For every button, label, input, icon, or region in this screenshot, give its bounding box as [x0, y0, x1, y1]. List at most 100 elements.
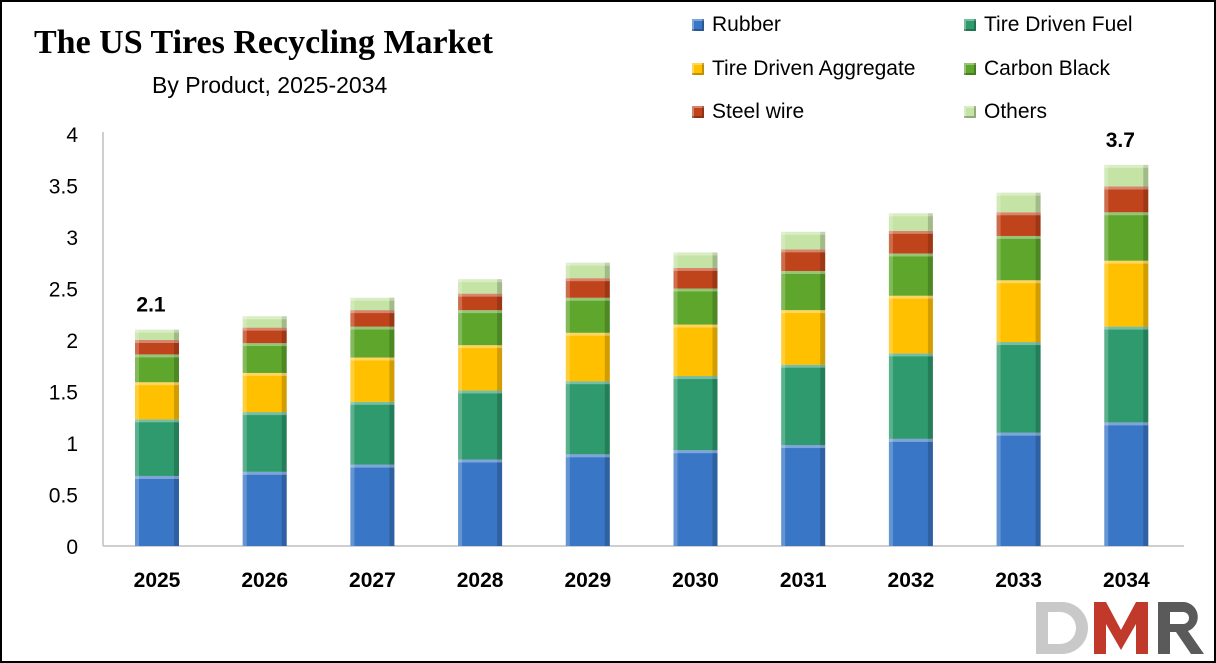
bar-segment-others-2034 — [1104, 164, 1149, 187]
bar-segment-tire-driven-fuel-2032 — [888, 353, 933, 439]
bar-highlight-2028 — [458, 279, 463, 294]
bar-shadow-2026 — [281, 471, 287, 546]
bar-shadow-2027 — [389, 310, 395, 327]
bar-highlight-2027 — [350, 401, 355, 465]
bar-highlight-2025 — [135, 340, 139, 355]
legend-label: Rubber — [712, 13, 781, 36]
y-tick-label: 0 — [66, 536, 78, 559]
legend-swatch — [964, 63, 976, 75]
bar-highlight-2031 — [781, 364, 786, 446]
bar-top-edge-2028 — [458, 293, 503, 297]
bar-top-edge-2033 — [996, 235, 1041, 239]
bar-shadow-2030 — [712, 450, 718, 546]
bar-top-edge-2032 — [888, 438, 933, 442]
bar-top-edge-2027 — [350, 326, 395, 330]
bar-top-edge-2025 — [135, 329, 179, 333]
bar-shadow-2026 — [281, 412, 287, 472]
bar-top-edge-2026 — [242, 327, 287, 331]
legend-swatch — [692, 106, 704, 118]
bar-shadow-2030 — [712, 324, 718, 377]
bar-shadow-2031 — [820, 249, 826, 271]
bar-shadow-2025 — [174, 419, 179, 476]
bar-shadow-2031 — [820, 231, 826, 250]
bar-shadow-2034 — [1143, 422, 1149, 546]
bar-shadow-2027 — [389, 357, 395, 402]
bar-highlight-2030 — [673, 376, 678, 451]
bar-segment-tire-driven-aggregate-2034 — [1104, 260, 1149, 327]
legend-swatch — [964, 106, 976, 118]
bar-shadow-2032 — [927, 353, 933, 439]
bar-shadow-2029 — [604, 262, 610, 279]
total-label-2025: 2.1 — [136, 294, 166, 317]
bar-top-edge-2032 — [888, 353, 933, 357]
legend-label: Carbon Black — [984, 57, 1111, 80]
bar-highlight-2034 — [1104, 212, 1109, 261]
bar-shadow-2028 — [497, 310, 503, 346]
bar-segment-carbon-black-2026 — [242, 343, 287, 373]
legend-item-tire-driven-aggregate: Tire Driven Aggregate — [692, 57, 916, 81]
bar-highlight-2026 — [242, 412, 247, 472]
bar-shadow-2029 — [604, 454, 610, 546]
bar-top-edge-2025 — [135, 475, 179, 479]
bar-highlight-2025 — [135, 419, 139, 476]
legend-label: Tire Driven Aggregate — [712, 57, 916, 80]
bar-highlight-2029 — [565, 454, 570, 546]
bar-highlight-2026 — [242, 372, 247, 413]
bar-shadow-2028 — [497, 459, 503, 546]
legend-label: Steel wire — [712, 100, 805, 123]
bar-segment-tire-driven-fuel-2029 — [565, 381, 610, 455]
bar-top-edge-2026 — [242, 343, 287, 347]
bar-top-edge-2029 — [565, 332, 610, 336]
bar-top-edge-2026 — [242, 471, 287, 475]
bar-segment-tire-driven-fuel-2030 — [673, 376, 718, 451]
bar-top-edge-2025 — [135, 340, 179, 343]
bar-segment-tire-driven-aggregate-2032 — [888, 295, 933, 354]
bar-highlight-2025 — [135, 475, 139, 546]
x-tick-label: 2032 — [888, 569, 935, 592]
bar-highlight-2028 — [458, 345, 463, 391]
bar-highlight-2029 — [565, 262, 570, 279]
bar-shadow-2030 — [712, 252, 718, 268]
bar-shadow-2032 — [927, 213, 933, 231]
bar-segment-tire-driven-fuel-2031 — [781, 364, 826, 446]
bar-highlight-2032 — [888, 295, 893, 354]
bar-shadow-2031 — [820, 445, 826, 546]
bar-segment-others-2033 — [996, 192, 1041, 213]
bar-top-edge-2026 — [242, 372, 287, 376]
bar-shadow-2030 — [712, 267, 718, 289]
y-tick-label: 0.5 — [49, 485, 78, 508]
bar-segment-tire-driven-fuel-2027 — [350, 401, 395, 465]
legend-item-tire-driven-fuel: Tire Driven Fuel — [964, 13, 1133, 37]
bar-top-edge-2027 — [350, 401, 395, 405]
bar-shadow-2030 — [712, 376, 718, 451]
bar-top-edge-2032 — [888, 230, 933, 234]
bar-highlight-2034 — [1104, 422, 1109, 546]
bar-segment-rubber-2031 — [781, 445, 826, 546]
bar-shadow-2031 — [820, 270, 826, 311]
bar-top-edge-2027 — [350, 464, 395, 468]
bar-highlight-2033 — [996, 432, 1001, 546]
bar-segment-carbon-black-2028 — [458, 310, 503, 346]
bar-segment-others-2028 — [458, 279, 503, 294]
bar-highlight-2034 — [1104, 260, 1109, 327]
bar-segment-steel-wire-2034 — [1104, 186, 1149, 213]
bar-highlight-2026 — [242, 316, 247, 328]
bar-segment-steel-wire-2025 — [135, 340, 179, 355]
bar-highlight-2031 — [781, 310, 786, 365]
bar-highlight-2034 — [1104, 186, 1109, 213]
x-tick-label: 2034 — [1103, 569, 1150, 592]
bar-shadow-2025 — [174, 354, 179, 383]
bar-shadow-2025 — [174, 382, 179, 420]
bar-top-edge-2028 — [458, 310, 503, 314]
bar-segment-others-2027 — [350, 297, 395, 311]
bar-segment-carbon-black-2031 — [781, 270, 826, 311]
bar-shadow-2025 — [174, 329, 179, 340]
bar-segment-rubber-2028 — [458, 459, 503, 546]
bar-segment-carbon-black-2025 — [135, 354, 179, 383]
dmr-logo — [1036, 602, 1204, 654]
bar-top-edge-2031 — [781, 231, 826, 235]
bar-top-edge-2029 — [565, 278, 610, 282]
bar-top-edge-2027 — [350, 357, 395, 361]
bar-shadow-2032 — [927, 253, 933, 296]
